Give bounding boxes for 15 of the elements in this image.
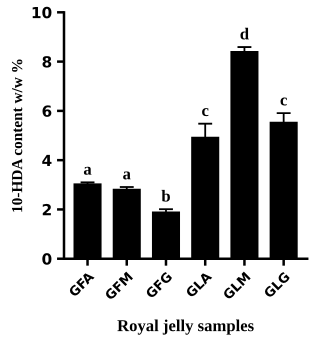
annotation: d [240,28,249,40]
x-tick-label: GFA [68,270,95,298]
y-tick-label: 10 [32,6,52,18]
y-tick-label: 2 [42,204,51,216]
annotation: c [280,98,287,106]
y-tick-label: 0 [42,253,52,265]
y-tick-label: 6 [42,105,52,117]
x-axis-title: Royal jelly samples [117,320,254,335]
annotation: a [123,171,131,180]
y-tick-label: 8 [42,56,52,68]
annotation: a [84,166,92,175]
y-tick-label: 4 [42,154,52,166]
annotation: c [202,108,208,116]
annotation: b [162,190,170,202]
y-axis-title: 10-HDA content w/w % [12,60,22,212]
